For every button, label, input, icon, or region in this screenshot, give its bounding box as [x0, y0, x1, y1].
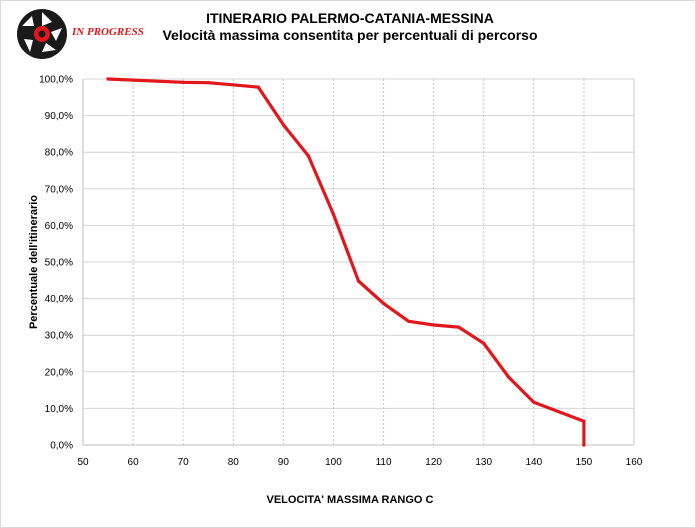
x-tick-label: 150: [576, 457, 593, 468]
data-point: [532, 400, 536, 404]
x-tick-label: 110: [376, 457, 392, 468]
logo-text: IN PROGRESS: [72, 26, 144, 38]
y-tick-label: 30,0%: [45, 331, 73, 342]
x-tick-label: 120: [425, 457, 442, 468]
tick-layer: 0,0% 10,0% 20,0% 30,0% 40,0% 50,0% 60,0% 70,0% 8…: [39, 75, 643, 469]
x-tick-label: 100: [325, 457, 342, 468]
data-point: [106, 77, 110, 81]
data-point: [457, 325, 461, 329]
data-point: [181, 80, 185, 84]
y-tick-label: 20,0%: [45, 367, 73, 378]
data-point: [432, 323, 436, 327]
y-axis-label: Percentuale dell'itinerario: [28, 195, 40, 329]
data-point: [582, 443, 586, 447]
y-tick-label: 80,0%: [45, 148, 73, 159]
data-point: [281, 123, 285, 127]
grid-layer: [82, 78, 635, 446]
y-tick-label: 0,0%: [50, 441, 73, 452]
aperture-logo-icon: [17, 9, 67, 59]
y-tick-label: 50,0%: [45, 258, 73, 269]
x-tick-label: 70: [178, 457, 190, 468]
x-tick-label: 50: [77, 457, 89, 468]
data-point: [206, 81, 210, 85]
x-axis-label: VELOCITA' MASSIMA RANGO C: [266, 494, 434, 506]
data-point: [507, 375, 511, 379]
data-point: [582, 419, 586, 423]
data-point: [306, 154, 311, 158]
chart-subtitle: Velocità massima consentita per percentu…: [162, 27, 538, 43]
y-tick-label: 10,0%: [45, 404, 73, 415]
y-tick-label: 70,0%: [45, 184, 73, 195]
data-point: [356, 279, 361, 283]
x-tick-label: 160: [626, 457, 643, 468]
x-tick-label: 90: [278, 457, 290, 468]
y-tick-label: 100,0%: [39, 75, 73, 86]
series-layer: [106, 77, 586, 447]
y-tick-label: 40,0%: [45, 294, 73, 305]
x-tick-label: 80: [228, 457, 240, 468]
y-tick-label: 90,0%: [45, 111, 73, 122]
data-point: [131, 78, 135, 82]
data-point: [482, 341, 486, 345]
data-point: [381, 301, 386, 305]
series-line: [106, 77, 586, 447]
data-point: [256, 85, 260, 89]
data-point: [331, 212, 336, 217]
chart-title: ITINERARIO PALERMO-CATANIA-MESSINA: [206, 10, 494, 26]
y-tick-label: 60,0%: [45, 221, 73, 232]
x-tick-label: 140: [525, 457, 542, 468]
x-tick-label: 60: [128, 457, 140, 468]
x-tick-label: 130: [475, 457, 492, 468]
data-point: [406, 319, 411, 323]
